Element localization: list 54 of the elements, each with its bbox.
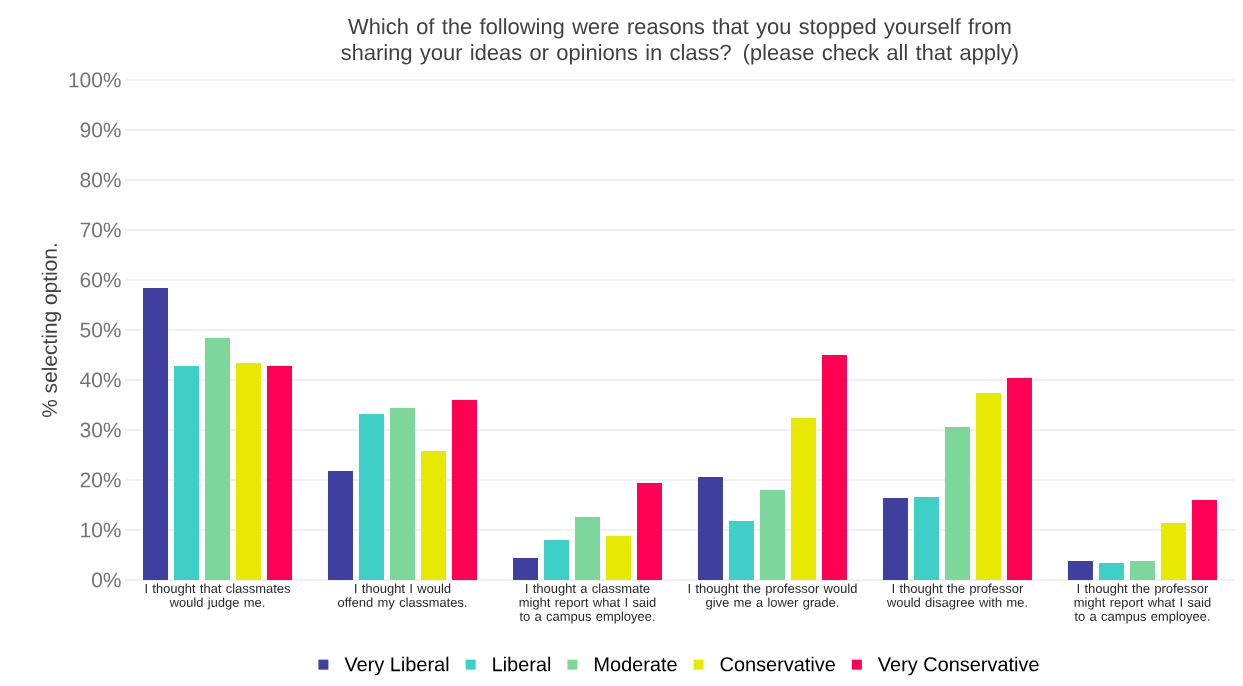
bar: [882, 498, 908, 580]
bar: [174, 366, 199, 580]
y-tick-label: 90%: [80, 122, 121, 138]
bar: [605, 536, 631, 580]
bar: [236, 363, 261, 580]
bar: [1098, 563, 1124, 580]
bar: [389, 408, 415, 580]
y-tick-label: 80%: [80, 172, 121, 188]
bar: [1067, 561, 1093, 580]
bar: [327, 471, 353, 580]
bar: [1191, 500, 1217, 580]
bar: [543, 540, 569, 580]
legend-label: Liberal: [493, 656, 551, 672]
bar: [913, 497, 939, 580]
bar: [358, 414, 384, 580]
bar: [1006, 378, 1032, 580]
x-tick-label: I thought that classmates would judge me.: [145, 583, 291, 610]
bar: [205, 338, 230, 580]
x-tick-label: I thought I would offend my classmates.: [338, 583, 467, 610]
y-axis-title: % selecting option.: [41, 244, 62, 418]
chart-title: Which of the following were reasons that you stopped yourself from sharing your ideas or opinions in class? (please check all that apply): [341, 18, 1018, 65]
x-tick-label: I thought the professor would disagree with me.: [886, 583, 1027, 610]
legend-label: Conservative: [720, 656, 835, 672]
y-tick-label: 30%: [80, 422, 121, 438]
y-tick-label: 50%: [80, 322, 121, 338]
y-tick-label: 0%: [92, 572, 121, 588]
y-tick-label: 20%: [80, 472, 121, 488]
bar: [574, 517, 600, 580]
bar: [143, 288, 168, 580]
bar: [1129, 561, 1155, 580]
bar: [944, 427, 970, 580]
bar: [420, 451, 446, 580]
bar: [512, 558, 538, 580]
legend-label: Very Liberal: [344, 656, 449, 676]
bar: [697, 477, 723, 580]
bar: [636, 483, 662, 580]
bar: [821, 355, 847, 580]
bar: [975, 393, 1001, 580]
y-tick-label: 100%: [69, 72, 121, 88]
y-tick-label: 40%: [80, 372, 121, 388]
bar: [267, 366, 292, 580]
legend-label: Moderate: [595, 656, 677, 672]
y-tick-label: 70%: [80, 222, 121, 238]
x-tick-label: I thought a classmate might report what I said to a campus employee.: [519, 583, 656, 624]
y-tick-label: 10%: [81, 522, 121, 538]
bar: [451, 400, 477, 580]
bar: [728, 521, 754, 580]
bar: [790, 418, 816, 580]
bar: [1160, 523, 1186, 580]
bar: [759, 490, 785, 580]
x-tick-label: I thought the professor might report what I said to a campus employee.: [1074, 583, 1211, 624]
legend-label: Very Conservative: [877, 656, 1039, 676]
y-tick-label: 60%: [80, 272, 121, 288]
x-tick-label: I thought the professor would give me a lower grade.: [688, 583, 857, 610]
